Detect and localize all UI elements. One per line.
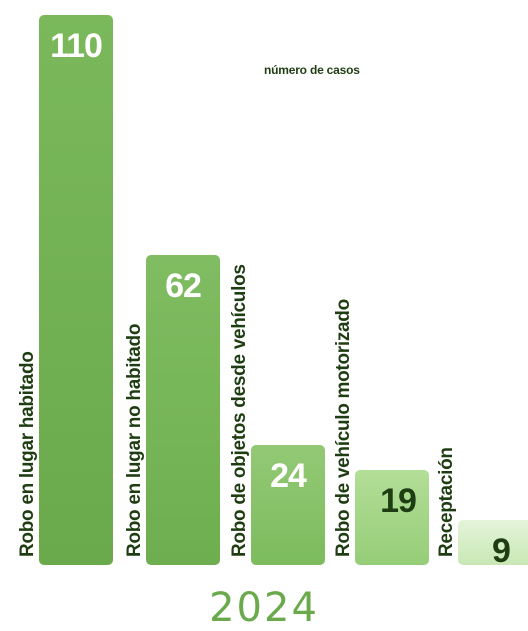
- bar-3: [251, 445, 325, 565]
- bar-value-label-4: 19: [380, 482, 416, 520]
- bar-1: [39, 15, 113, 565]
- bar-value-label-1: 110: [50, 27, 102, 65]
- bar-value-label-5: 9: [492, 532, 510, 570]
- category-label-3: Robo de objetos desde vehículos: [229, 264, 250, 557]
- bar-2: [146, 255, 220, 565]
- bar-5: [458, 520, 528, 565]
- bar-value-label-3: 24: [270, 457, 307, 495]
- category-label-1: Robo en lugar habitado: [17, 351, 38, 557]
- category-label-4: Robo de vehículo motorizado: [333, 299, 354, 557]
- year-label: 2024: [209, 585, 319, 631]
- bar-4: [355, 470, 429, 565]
- category-label-5: Receptación: [436, 447, 457, 557]
- category-label-2: Robo en lugar no habitado: [124, 324, 145, 557]
- bar-value-label-2: 62: [165, 267, 201, 305]
- legend-label: número de casos: [264, 63, 360, 77]
